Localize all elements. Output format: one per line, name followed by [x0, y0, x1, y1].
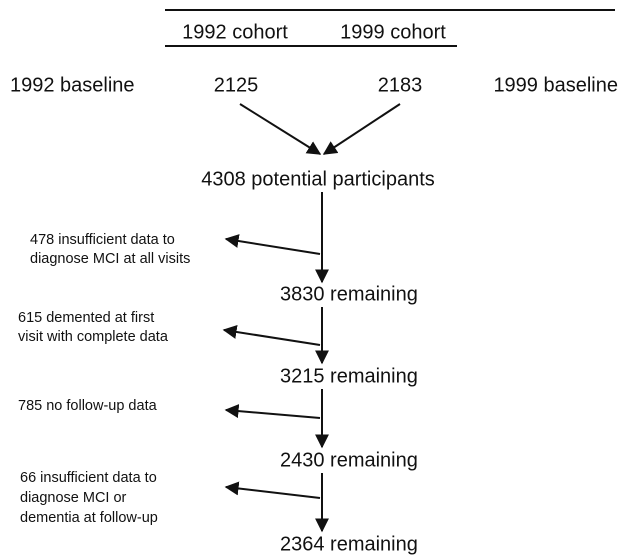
node-label: 4308 potential participants	[201, 168, 435, 190]
exclusion-text: 478 insufficient data to diagnose MCI at …	[30, 232, 190, 267]
exclusion-text: 615 demented at first visit with complete…	[18, 310, 169, 345]
baseline-label: 1992 baseline	[10, 74, 135, 96]
node-label: 2364 remaining	[280, 533, 418, 555]
node-label: 3215 remaining	[280, 365, 418, 387]
cohort-label: 1999 cohort	[340, 21, 446, 43]
arrow	[224, 404, 321, 419]
arrow	[222, 325, 321, 346]
arrow	[239, 103, 322, 155]
cohort-label: 1992 cohort	[182, 21, 288, 43]
baseline-count: 2183	[378, 74, 423, 96]
arrow	[224, 234, 321, 255]
node-label: 2430 remaining	[280, 449, 418, 471]
node-label: 3830 remaining	[280, 283, 418, 305]
exclusion-text: 66 insufficient data to diagnose MCI or de…	[20, 470, 158, 526]
exclusion-text: 785 no follow-up data	[18, 398, 158, 414]
arrow	[322, 103, 401, 155]
baseline-count: 2125	[214, 74, 259, 96]
arrow	[224, 481, 321, 499]
baseline-label: 1999 baseline	[493, 74, 618, 96]
